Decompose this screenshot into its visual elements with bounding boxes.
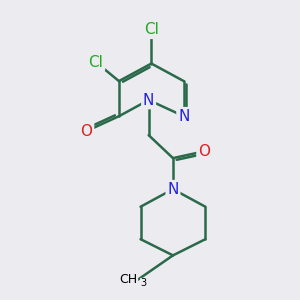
Text: N: N	[167, 182, 179, 197]
Text: N: N	[143, 92, 154, 107]
Text: N: N	[178, 109, 190, 124]
Text: 3: 3	[140, 278, 146, 288]
Text: Cl: Cl	[88, 55, 104, 70]
Text: Cl: Cl	[144, 22, 159, 37]
Text: O: O	[80, 124, 92, 139]
Text: CH: CH	[119, 273, 137, 286]
Text: O: O	[198, 144, 210, 159]
